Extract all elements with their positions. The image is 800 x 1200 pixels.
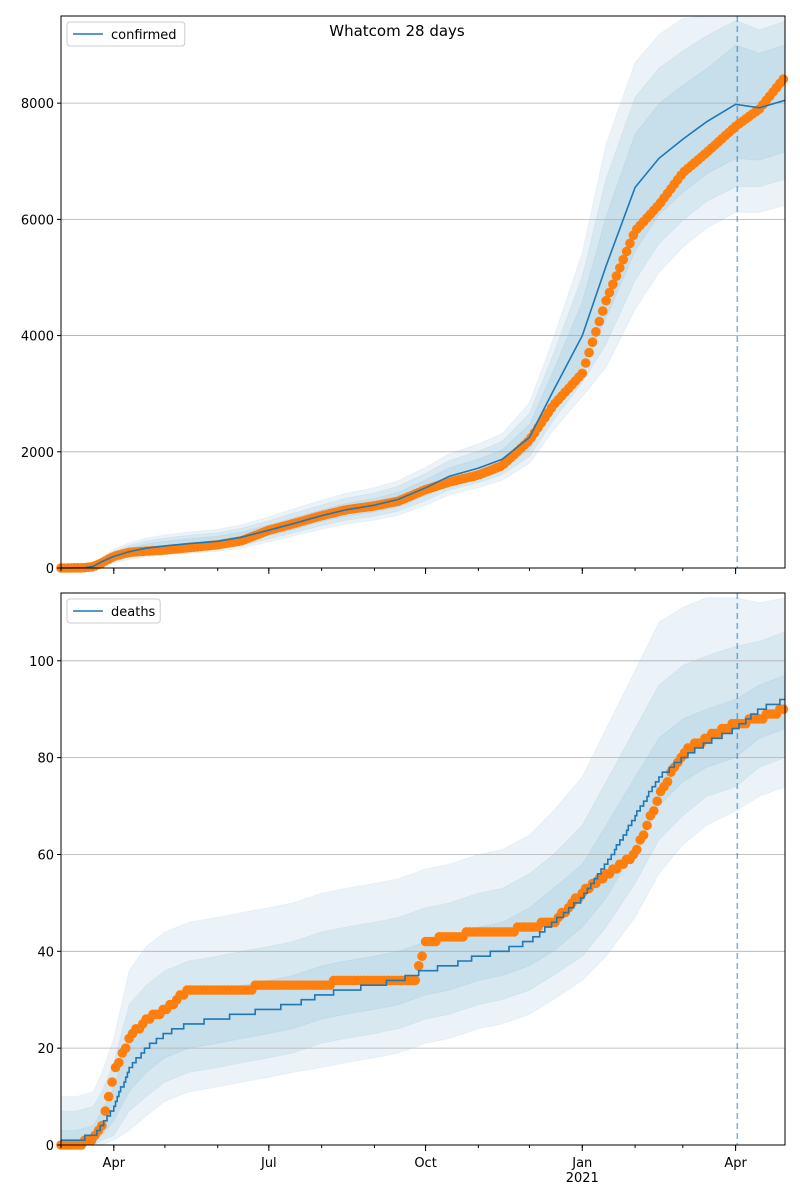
confirmed-ytick-label-4: 8000 — [21, 97, 54, 112]
confirmed-observed-point-158 — [594, 316, 605, 327]
confirmed-legend: confirmed — [66, 21, 186, 47]
confirmed-observed-point-166 — [621, 246, 632, 257]
deaths-xtick-label-4: Apr — [724, 1156, 747, 1171]
deaths-ytick-label-5: 100 — [29, 655, 54, 670]
deaths-xtick-label-0: Apr — [103, 1156, 126, 1171]
deaths-ytick-label-2: 40 — [37, 945, 54, 960]
deaths-ytick-label-0: 0 — [46, 1139, 54, 1154]
confirmed-observed-point-157 — [591, 327, 601, 337]
confirmed-observed-point-160 — [601, 295, 611, 306]
deaths-axes-frame — [60, 592, 786, 1146]
confirmed-observed-point-167 — [625, 238, 635, 249]
confirmed-x-axis — [60, 568, 737, 574]
deaths-xtick-sublabel-3: 2021 — [566, 1171, 599, 1186]
deaths-ytick-label-4: 80 — [37, 752, 54, 767]
deaths-observed-point-13 — [100, 1106, 111, 1116]
confirmed-y-axis: 0 2000 4000 6000 8000 — [21, 97, 61, 577]
deaths-model-line — [61, 698, 785, 1141]
deaths-legend-box — [66, 598, 161, 624]
deaths-observed-point-171 — [638, 830, 649, 840]
confirmed-ytick-label-2: 4000 — [21, 330, 54, 345]
confirmed-observed-point-162 — [608, 279, 618, 290]
deaths-observed-point-105 — [413, 961, 424, 971]
deaths-observed-point-212 — [778, 704, 789, 714]
deaths-ytick-label-3: 60 — [37, 848, 54, 863]
confirmed-legend-label: confirmed — [111, 28, 177, 43]
confirmed-panel: 0 2000 4000 6000 8000 confirmed — [21, 15, 789, 577]
confirmed-ytick-label-0: 0 — [46, 562, 54, 577]
confirmed-observed-point-161 — [604, 287, 615, 298]
deaths-observed-point-178 — [662, 777, 673, 787]
confirmed-ytick-label-1: 2000 — [21, 446, 54, 461]
deaths-observed-point-14 — [103, 1091, 114, 1102]
confirmed-legend-box — [66, 21, 186, 47]
deaths-observed-point-174 — [649, 806, 659, 816]
deaths-observed-point-17 — [114, 1057, 124, 1068]
deaths-observed-point-19 — [120, 1043, 131, 1053]
deaths-xtick-label-2: Oct — [414, 1156, 436, 1171]
deaths-ytick-label-1: 20 — [37, 1042, 54, 1057]
confirmed-axes-frame — [60, 15, 786, 569]
confirmed-ytick-label-3: 6000 — [21, 213, 54, 228]
confirmed-observed-point-156 — [587, 337, 598, 348]
confirmed-observed-point-154 — [580, 358, 591, 368]
deaths-legend-label: deaths — [111, 605, 156, 620]
deaths-observed-point-104 — [410, 975, 421, 986]
deaths-observed-point-15 — [107, 1077, 117, 1087]
confirmed-model-line — [60, 99, 786, 569]
confirmed-observed-point-164 — [615, 263, 625, 273]
deaths-gridlines — [61, 660, 785, 1049]
deaths-observed-point-169 — [632, 844, 642, 855]
deaths-observed-point-175 — [652, 796, 662, 806]
confirmed-observed-point-153 — [577, 368, 588, 379]
confirmed-observed-point-212 — [778, 74, 789, 84]
confirmed-gridlines — [61, 102, 785, 453]
deaths-legend: deaths — [66, 598, 161, 624]
chart-title: Whatcom 28 days — [329, 22, 465, 40]
confirmed-observed-point-159 — [597, 306, 608, 316]
deaths-y-axis: 0 20 40 60 80 100 — [29, 655, 61, 1154]
confirmed-observed-point-163 — [611, 271, 622, 281]
confirmed-observed-point-165 — [618, 254, 628, 265]
deaths-observed-point-172 — [642, 820, 652, 831]
deaths-xtick-label-1: Jul — [260, 1156, 277, 1171]
deaths-observed-point-106 — [417, 951, 427, 961]
deaths-xtick-label-3: Jan — [571, 1156, 592, 1171]
confirmed-observed-point-155 — [584, 347, 594, 358]
